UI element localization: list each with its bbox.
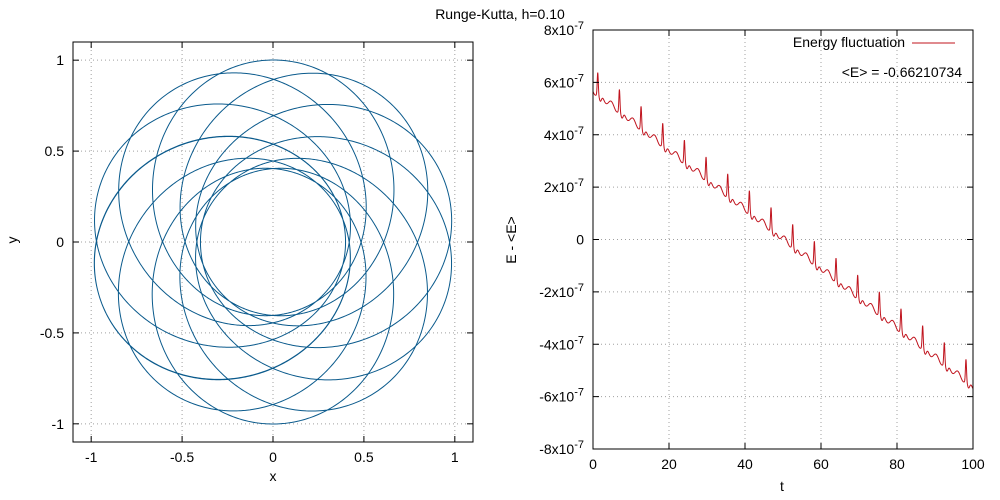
energy-x-tick-label: 40 — [737, 456, 753, 472]
figure-title: Runge-Kutta, h=0.10 — [435, 6, 565, 22]
orbit-y-tick-label: -0.5 — [40, 325, 64, 341]
energy-series — [592, 72, 974, 389]
energy-y-tick-label: 8x10-7 — [544, 20, 584, 38]
energy-y-tick-label: -6x10-7 — [539, 387, 584, 405]
orbit-grid — [73, 42, 473, 442]
energy-x-tick-label: 100 — [961, 456, 985, 472]
energy-y-tick-label: 6x10-7 — [544, 72, 584, 90]
energy-x-axis-label: t — [780, 478, 784, 494]
orbit-plot: -1 -0.5 0 0.5 1 -1 -0.5 0 0.5 1 x y — [4, 41, 474, 484]
energy-legend: Energy fluctuation — [793, 34, 955, 50]
energy-line — [592, 72, 974, 389]
energy-y-tick-label: -2x10-7 — [539, 282, 584, 300]
orbit-axis-ticks: -1 -0.5 0 0.5 1 -1 -0.5 0 0.5 1 — [40, 42, 473, 465]
orbit-y-tick-label: -1 — [52, 416, 65, 432]
orbit-x-tick-label: 0.5 — [354, 449, 374, 465]
energy-y-axis-label: E - <E> — [503, 216, 519, 263]
orbit-x-axis-label: x — [270, 468, 277, 484]
orbit-y-tick-label: 0 — [56, 234, 64, 250]
orbit-x-tick-label: 1 — [451, 449, 459, 465]
energy-x-tick-label: 20 — [661, 456, 677, 472]
energy-y-tick-label: 4x10-7 — [544, 125, 584, 143]
orbit-x-tick-label: 0 — [269, 449, 277, 465]
energy-y-tick-label: -4x10-7 — [539, 334, 584, 352]
energy-x-tick-label: 0 — [589, 456, 597, 472]
mean-energy-annotation: <E> = -0.66210734 — [842, 64, 962, 80]
orbit-trajectory — [93, 59, 453, 425]
orbit-y-axis-label: y — [4, 237, 20, 244]
energy-y-tick-label: 0 — [576, 232, 584, 248]
energy-x-tick-label: 60 — [813, 456, 829, 472]
energy-grid — [592, 29, 974, 450]
energy-y-tick-label: 2x10-7 — [544, 177, 584, 195]
orbit-line — [93, 59, 453, 425]
energy-y-tick-label: -8x10-7 — [539, 439, 584, 457]
orbit-y-tick-label: 0.5 — [45, 143, 65, 159]
orbit-y-tick-label: 1 — [56, 52, 64, 68]
energy-x-tick-label: 80 — [889, 456, 905, 472]
legend-entry-energy-fluctuation: Energy fluctuation — [793, 34, 905, 50]
energy-axis-ticks: 0 20 40 60 80 100 -8x10-7 -6x10-7 -4x10-7 -2x10-7… — [539, 20, 985, 472]
energy-plot: 0 20 40 60 80 100 -8x10-7 -6x10-7 -4x10-7 -2x10-7… — [503, 20, 985, 494]
orbit-x-tick-label: -0.5 — [170, 449, 194, 465]
orbit-x-tick-label: -1 — [85, 449, 98, 465]
